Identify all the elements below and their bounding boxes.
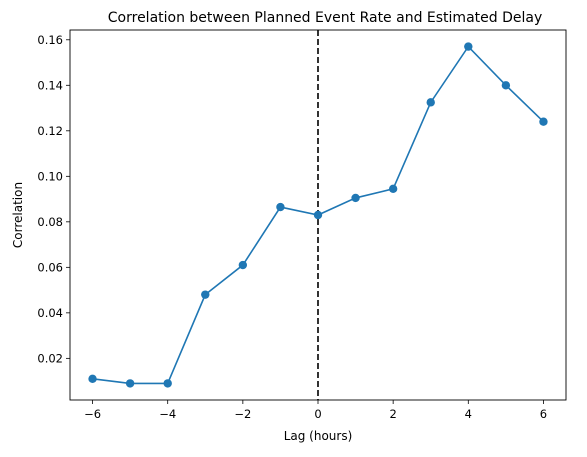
- x-tick-label: 4: [465, 407, 472, 421]
- x-axis: −6 −4 −2 0 2 4 6: [84, 400, 547, 421]
- y-tick-label: 0.02: [37, 351, 63, 365]
- data-point: [276, 202, 285, 212]
- y-tick-label: 0.10: [37, 169, 63, 183]
- data-point: [201, 290, 210, 299]
- data-point: [125, 379, 135, 388]
- data-point: [464, 42, 473, 51]
- x-tick-label: −6: [84, 407, 101, 421]
- y-axis: 0.02 0.04 0.06 0.08 0.10 0.12 0.14 0.16: [37, 33, 70, 365]
- x-tick-label: 6: [540, 407, 547, 421]
- y-axis-label: Correlation: [11, 182, 25, 248]
- series: [88, 42, 548, 388]
- data-point: [238, 260, 248, 270]
- x-tick-label: 2: [389, 407, 396, 421]
- data-point: [88, 374, 97, 384]
- y-tick-label: 0.04: [37, 306, 63, 320]
- data-point: [539, 117, 548, 126]
- x-axis-label: Lag (hours): [284, 429, 353, 443]
- y-tick-label: 0.16: [37, 33, 63, 47]
- y-tick-label: 0.08: [37, 215, 63, 229]
- plot-frame: [69, 29, 567, 401]
- y-tick-label: 0.06: [37, 260, 63, 274]
- y-tick-label: 0.12: [37, 124, 63, 138]
- x-tick-label: 0: [314, 407, 321, 421]
- x-tick-label: −4: [159, 407, 176, 421]
- data-point: [313, 210, 323, 220]
- data-point: [388, 184, 398, 194]
- y-tick-label: 0.14: [37, 78, 63, 92]
- data-point: [351, 193, 360, 203]
- data-point: [501, 81, 511, 90]
- chart-title: Correlation between Planned Event Rate a…: [108, 10, 542, 26]
- x-tick-label: −2: [234, 407, 251, 421]
- data-point: [163, 379, 172, 388]
- data-point: [426, 98, 435, 107]
